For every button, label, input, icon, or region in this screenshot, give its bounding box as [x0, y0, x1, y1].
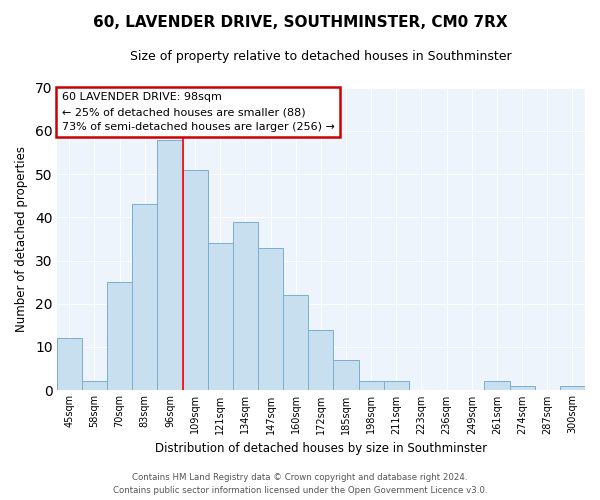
Text: 60, LAVENDER DRIVE, SOUTHMINSTER, CM0 7RX: 60, LAVENDER DRIVE, SOUTHMINSTER, CM0 7R…	[92, 15, 508, 30]
Bar	[484, 382, 509, 390]
Bar	[107, 282, 132, 390]
Title: Size of property relative to detached houses in Southminster: Size of property relative to detached ho…	[130, 50, 512, 63]
Bar	[283, 295, 308, 390]
Bar	[233, 222, 258, 390]
Bar	[334, 360, 359, 390]
Text: 60 LAVENDER DRIVE: 98sqm
← 25% of detached houses are smaller (88)
73% of semi-d: 60 LAVENDER DRIVE: 98sqm ← 25% of detach…	[62, 92, 335, 132]
Bar	[182, 170, 208, 390]
Bar	[258, 248, 283, 390]
X-axis label: Distribution of detached houses by size in Southminster: Distribution of detached houses by size …	[155, 442, 487, 455]
Bar	[208, 244, 233, 390]
Bar	[359, 382, 384, 390]
Bar	[509, 386, 535, 390]
Text: Contains HM Land Registry data © Crown copyright and database right 2024.
Contai: Contains HM Land Registry data © Crown c…	[113, 474, 487, 495]
Bar	[132, 204, 157, 390]
Bar	[82, 382, 107, 390]
Bar	[560, 386, 585, 390]
Y-axis label: Number of detached properties: Number of detached properties	[15, 146, 28, 332]
Bar	[384, 382, 409, 390]
Bar	[308, 330, 334, 390]
Bar	[157, 140, 182, 390]
Bar	[57, 338, 82, 390]
